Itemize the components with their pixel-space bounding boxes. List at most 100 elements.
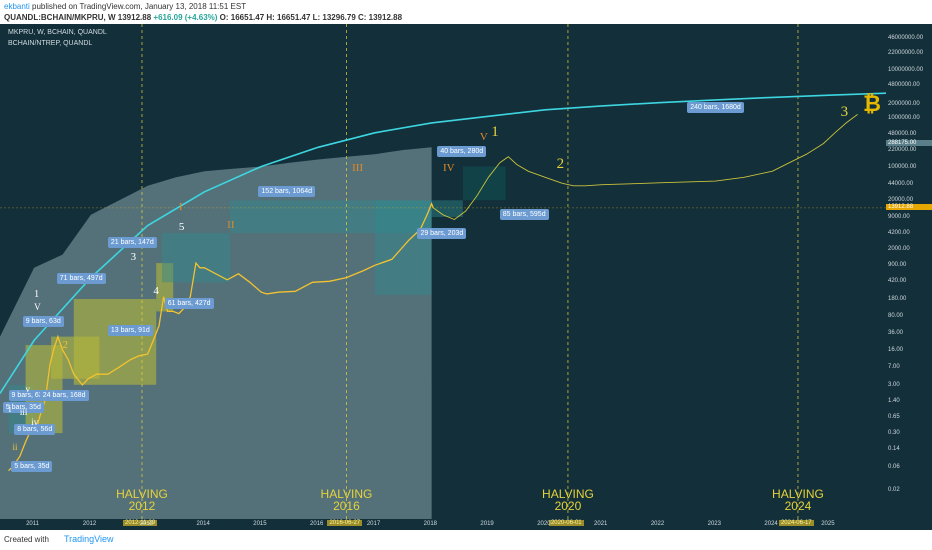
x-tick-label: 2014 [196,521,210,527]
y-tick-label: 2000.00 [888,245,910,252]
halving-label: HALVING 2016 [318,488,374,512]
y-tick-label: 480000.00 [888,130,917,137]
bars-label: 9 bars, 63d [22,316,64,328]
wave-label: III [352,162,364,175]
x-tick-label: 2020 [537,521,551,527]
chart-plot[interactable] [0,24,886,530]
footer: Created with TradingView [0,530,932,550]
y-tick-label: 7.00 [888,364,900,371]
y-tick-label: 100000.00 [888,163,917,170]
author-link[interactable]: ekbanti [4,2,30,11]
wave-label: ii [12,442,18,453]
bars-label: 24 bars, 168d [39,389,89,401]
bars-label: 29 bars, 203d [417,228,467,240]
y-tick-label: 4800000.00 [888,82,920,89]
wave-label: V [479,130,488,143]
halving-date: 2016-06-27 [327,520,363,526]
price-change: +616.09 (+4.63%) [153,13,218,22]
wave-label: 1 [491,124,499,141]
price-line [8,201,434,472]
y-price-marker: 288175.00 [886,140,932,147]
y-tick-label: 0.06 [888,463,900,470]
y-axis[interactable] [886,24,932,530]
y-tick-label: 2000000.00 [888,100,920,107]
wave-box [431,200,463,217]
y-tick-label: 36.00 [888,329,904,336]
x-tick-label: 2017 [366,521,381,527]
bars-label: 61 bars, 427d [164,298,214,310]
y-tick-label: 4200.00 [888,230,910,236]
chart-header: ekbanti published on TradingView.com, Ja… [0,0,932,24]
y-tick-label: 10000000.00 [888,66,924,73]
y-tick-label: 900.00 [888,262,907,269]
halving-date: 2012-11-29 [122,520,158,526]
wave-label: 2 [556,156,565,173]
wave-label: 4 [153,284,159,297]
y-tick-label: 46000000.00 [888,35,924,41]
publish-info: published on TradingView.com, January 13… [29,2,247,11]
wave-box [374,200,432,295]
y-tick-label: 20000.00 [888,197,914,204]
bars-label: 21 bars, 147d [107,237,157,249]
wave-label: 3 [130,251,137,264]
tradingview-logo[interactable]: TradingView [64,534,114,544]
bitcoin-icon: ₿ [863,91,881,116]
y-tick-label: 1.40 [888,397,900,404]
legend-series-2: BCHAIN/NTREP, QUANDL [8,40,93,47]
bars-label: 40 bars, 280d [437,146,487,157]
y-tick-label: 1000000.00 [888,115,920,122]
y-tick-label: 9000.00 [888,214,910,221]
bars-label: 5 bars, 35d [11,460,53,472]
wave-label: II [227,219,235,232]
y-tick-label: 180.00 [888,296,907,303]
halving-label: HALVING 2012 [114,488,170,512]
bars-label: 240 bars, 1680d [687,102,744,114]
halving-text: 2012 [128,499,156,513]
halving-label: HALVING 2020 [540,488,596,512]
y-tick-label: 80.00 [888,313,904,320]
bars-label: 9 bars, 63d [8,389,50,401]
y-price-marker: 13912.88 [886,203,932,210]
x-tick-label: 2018 [423,521,437,527]
wave-label: 1 [34,288,40,300]
last-price: 13912.88 [117,13,152,22]
halving-text: HALVING [116,487,168,501]
symbol-line: QUANDL:BCHAIN/MKPRU, W 13912.88 +616.09 … [4,13,402,22]
halving-date: 2020-06-01 [548,520,584,526]
x-tick-label: 2013 [139,521,154,527]
created-with-label: Created with [4,535,49,544]
x-tick-label: 2019 [480,521,494,527]
y-tick-label: 0.30 [888,430,900,437]
x-axis[interactable] [0,519,886,530]
x-tick-label: 2015 [253,521,267,527]
halving-text: HALVING [542,487,594,501]
x-tick-label: 2016 [310,521,324,527]
wave-label: 3 [840,104,849,121]
halving-text: 2024 [784,499,812,513]
y-tick-label: 16.00 [888,346,904,353]
y-tick-label: 420.00 [888,278,907,285]
y-tick-label: 0.02 [888,486,900,493]
halving-text: HALVING [772,487,824,501]
wave-box [73,299,157,385]
projection-line [433,114,858,221]
wave-label: iv [31,416,39,427]
y-tick-label: 220000.00 [888,147,917,153]
halving-date: 2024-06-17 [778,520,814,526]
wave-box [230,200,432,233]
y-tick-label: 22000000.00 [888,50,924,57]
x-tick-label: 2023 [707,521,721,527]
publish-line: ekbanti published on TradingView.com, Ja… [4,2,246,11]
bars-label: 71 bars, 497d [56,273,106,285]
halving-text: 2016 [333,499,360,513]
x-tick-label: 2024 [764,521,778,527]
wave-label: i [8,404,12,416]
wave-label: v [25,384,31,395]
y-tick-label: 0.14 [888,446,900,453]
x-tick-label: 2022 [650,521,665,527]
x-tick-label: 2021 [594,521,608,527]
halving-text: HALVING [320,487,373,501]
wave-label: V [34,302,41,313]
wave-label: 5 [178,220,185,233]
halving-label: HALVING 2024 [770,488,826,512]
